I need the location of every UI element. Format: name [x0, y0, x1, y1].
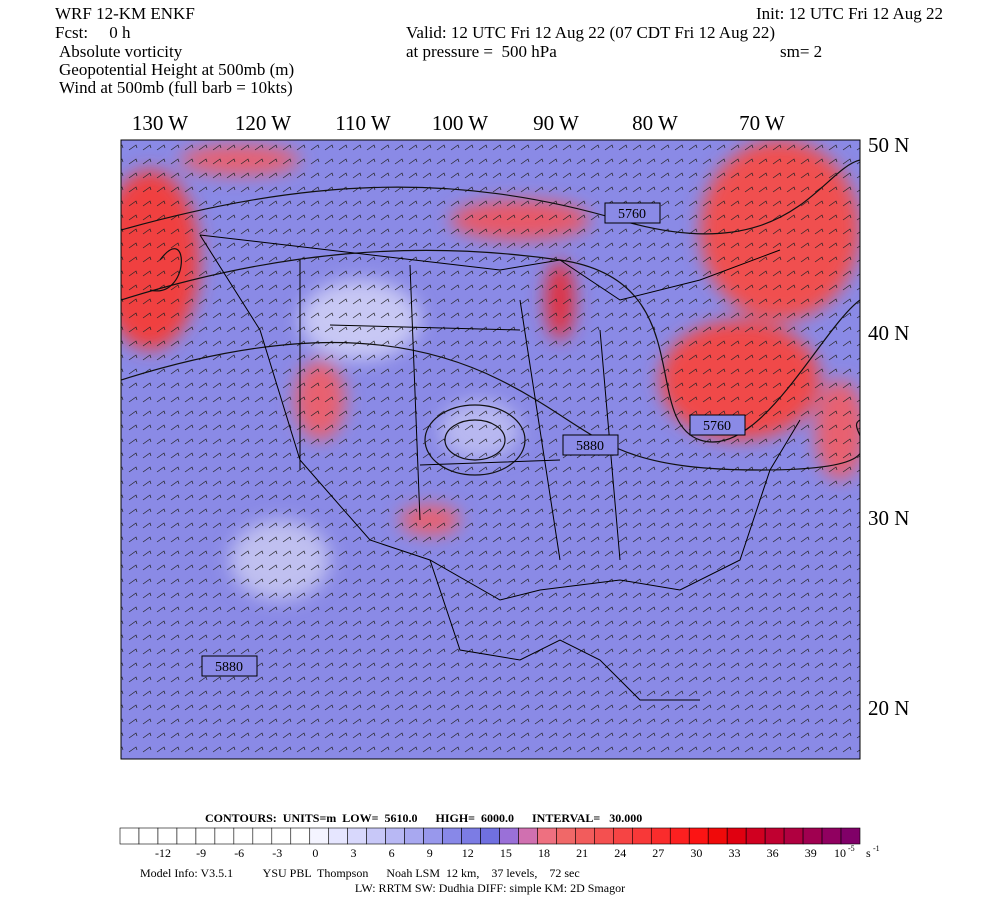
colorbar-swatch — [707, 827, 728, 845]
colorbar-swatch — [404, 827, 424, 845]
colorbar-label: -6 — [234, 846, 244, 860]
colorbar-swatch — [537, 827, 557, 845]
colorbar-swatch — [347, 827, 367, 845]
smoothing: sm= 2 — [780, 42, 822, 61]
colorbar-swatch — [594, 827, 614, 845]
colorbar-swatch — [385, 827, 405, 845]
lon-label: 110 W — [335, 111, 391, 135]
colorbar-swatch — [195, 827, 216, 845]
colorbar-label: 18 — [538, 846, 550, 860]
contour-label-box — [689, 414, 746, 436]
lon-label: 80 W — [632, 111, 678, 135]
colorbar-swatch — [119, 827, 140, 845]
colorbar-label: -9 — [196, 846, 206, 860]
colorbar-label: 15 — [500, 846, 512, 860]
colorbar-scale: 10 — [834, 846, 846, 860]
colorbar-swatch — [613, 827, 633, 845]
colorbar-swatch — [252, 827, 273, 845]
colorbar-swatch — [271, 827, 292, 845]
colorbar-swatch — [499, 827, 519, 845]
colorbar-label: 9 — [427, 846, 433, 860]
colorbar-label: -3 — [272, 846, 282, 860]
colorbar-unit: s — [866, 846, 871, 860]
colorbar-swatch — [233, 827, 254, 845]
colorbar-label: 36 — [767, 846, 779, 860]
colorbar-swatch — [821, 827, 842, 845]
colorbar-swatch — [518, 827, 538, 845]
colorbar-swatch — [726, 827, 747, 845]
contour-labels: 5760 5760 5880 5880 — [201, 202, 746, 677]
colorbar-label: 12 — [462, 846, 474, 860]
colorbar-swatch — [802, 827, 823, 845]
contour-info: CONTOURS: UNITS=m LOW= 5610.0 HIGH= 6000… — [205, 811, 642, 825]
colorbar-label: 30 — [690, 846, 702, 860]
lon-label: 70 W — [739, 111, 785, 135]
colorbar-swatch — [783, 827, 804, 845]
colorbar-scale-exponent: -5 — [848, 844, 855, 853]
colorbar-label: 0 — [312, 846, 318, 860]
colorbar-label: 27 — [652, 846, 664, 860]
colorbar-swatch — [669, 827, 690, 845]
physics-info: LW: RRTM SW: Dudhia DIFF: simple KM: 2D … — [355, 881, 625, 895]
colorbar-swatch — [745, 827, 766, 845]
model-info: Model Info: V3.5.1 YSU PBL Thompson Noah… — [140, 866, 580, 880]
contour-label: 5760 — [703, 419, 731, 434]
lat-label: 40 N — [868, 321, 909, 345]
colorbar-swatch — [328, 827, 348, 845]
header-line: Wind at 500mb (full barb = 10kts) — [59, 78, 293, 97]
colorbar-label: 3 — [351, 846, 357, 860]
colorbar-swatch — [764, 827, 785, 845]
map-frame — [120, 139, 861, 760]
lon-label: 90 W — [533, 111, 579, 135]
lat-label: 30 N — [868, 506, 909, 530]
lon-label: 120 W — [235, 111, 291, 135]
colorbar-swatch — [176, 827, 197, 845]
colorbar-swatch — [480, 827, 500, 845]
colorbar-label: 33 — [729, 846, 741, 860]
colorbar-swatch — [138, 827, 159, 845]
colorbar-swatch — [423, 827, 443, 845]
colorbar-swatch — [840, 827, 861, 845]
colorbar-label: -12 — [155, 846, 171, 860]
init-time: Init: 12 UTC Fri 12 Aug 22 — [756, 4, 943, 23]
colorbar-swatch — [290, 827, 311, 845]
colorbar-swatch — [575, 827, 595, 845]
colorbar-swatch — [688, 827, 709, 845]
lon-label: 130 W — [132, 111, 188, 135]
colorbar-swatch — [366, 827, 386, 845]
header-line: WRF 12-KM ENKF — [55, 4, 195, 23]
colorbar-unit-exponent: -1 — [873, 844, 880, 853]
colorbar: -12 -9 -6 -3 0 3 6 9 12 15 18 21 24 27 30 33 36 39 10 -5 s -1 — [119, 827, 880, 860]
colorbar-label: 24 — [614, 846, 626, 860]
colorbar-swatch — [442, 827, 462, 845]
contour-label-box — [562, 434, 619, 456]
colorbar-swatch — [214, 827, 235, 845]
lat-label: 50 N — [868, 133, 909, 157]
colorbar-swatch — [157, 827, 178, 845]
header-line: Geopotential Height at 500mb (m) — [59, 60, 294, 79]
colorbar-swatch — [461, 827, 481, 845]
valid-time: Valid: 12 UTC Fri 12 Aug 22 (07 CDT Fri … — [406, 23, 775, 42]
colorbar-swatch — [309, 827, 330, 845]
contour-label: 5760 — [618, 207, 646, 222]
map: 5760 5760 5880 5880 — [121, 140, 860, 759]
pressure-level: at pressure = 500 hPa — [406, 42, 557, 61]
colorbar-label: 39 — [805, 846, 817, 860]
lat-label: 20 N — [868, 696, 909, 720]
boundaries — [199, 234, 801, 701]
lon-label: 100 W — [432, 111, 488, 135]
header-line: Fcst: 0 h — [55, 23, 131, 42]
contour-label: 5880 — [576, 439, 604, 454]
colorbar-swatch — [650, 827, 671, 845]
contour-label: 5880 — [215, 660, 243, 675]
colorbar-swatch — [556, 827, 576, 845]
contour-label-box — [604, 202, 661, 224]
colorbar-label: 6 — [389, 846, 395, 860]
colorbar-swatch — [632, 827, 652, 845]
header-line: Absolute vorticity — [59, 42, 183, 61]
contour-label-box — [201, 655, 258, 677]
colorbar-label: 21 — [576, 846, 588, 860]
